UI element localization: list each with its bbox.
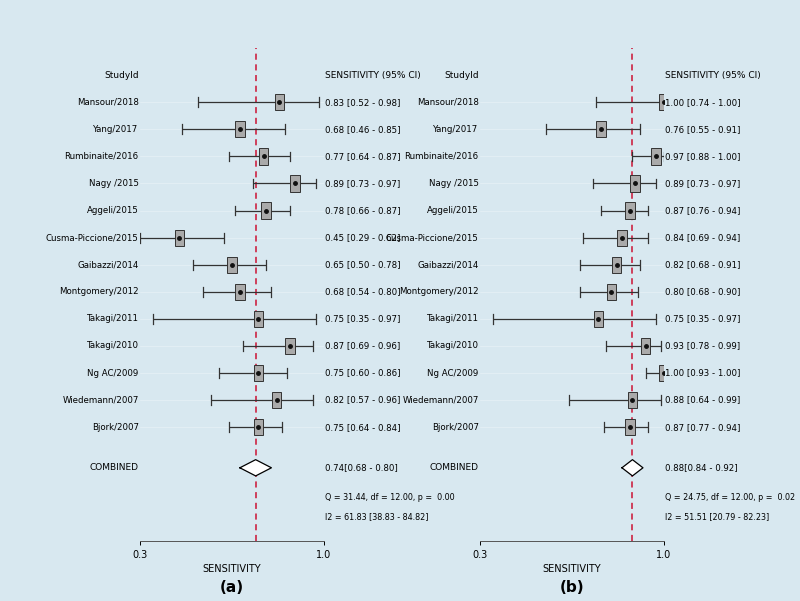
Text: 0.87 [0.76 - 0.94]: 0.87 [0.76 - 0.94] [666,206,741,215]
Polygon shape [240,460,271,476]
Text: Takagi/2011: Takagi/2011 [426,314,478,323]
Text: 1.00 [0.74 - 1.00]: 1.00 [0.74 - 1.00] [666,98,741,107]
Text: Gaibazzi/2014: Gaibazzi/2014 [78,260,138,269]
Text: 0.75 [0.60 - 0.86]: 0.75 [0.60 - 0.86] [326,368,401,377]
Text: Ng AC/2009: Ng AC/2009 [427,368,478,377]
Text: Takagi/2010: Takagi/2010 [86,341,138,350]
Text: 0.82 [0.68 - 0.91]: 0.82 [0.68 - 0.91] [666,260,741,269]
Bar [235,284,245,300]
Text: Wiedemann/2007: Wiedemann/2007 [62,395,138,404]
Bar [659,365,669,381]
Text: Mansour/2018: Mansour/2018 [417,98,478,107]
Bar [254,419,263,435]
Bar [262,203,271,219]
X-axis label: SENSITIVITY: SENSITIVITY [542,564,602,574]
Text: Nagy /2015: Nagy /2015 [429,179,478,188]
Bar [235,121,245,138]
Bar [259,148,268,165]
Bar [641,338,650,354]
Bar [606,284,616,300]
Bar [227,257,237,273]
Text: Wiedemann/2007: Wiedemann/2007 [402,395,478,404]
Text: Rumbinaite/2016: Rumbinaite/2016 [405,152,478,161]
Text: COMBINED: COMBINED [430,463,478,472]
Bar [285,338,294,354]
Text: COMBINED: COMBINED [90,463,138,472]
Text: (b): (b) [560,580,584,595]
Text: 0.78 [0.66 - 0.87]: 0.78 [0.66 - 0.87] [326,206,401,215]
Text: Ng AC/2009: Ng AC/2009 [87,368,138,377]
Text: SENSITIVITY (95% CI): SENSITIVITY (95% CI) [666,71,761,80]
Text: Q = 24.75, df = 12.00, p =  0.02: Q = 24.75, df = 12.00, p = 0.02 [666,493,795,502]
Text: 0.88[0.84 - 0.92]: 0.88[0.84 - 0.92] [666,463,738,472]
Bar [290,175,300,192]
Text: Montgomery/2012: Montgomery/2012 [59,287,138,296]
Bar [618,230,626,246]
Bar [254,311,263,327]
Text: 0.76 [0.55 - 0.91]: 0.76 [0.55 - 0.91] [666,125,741,134]
Text: 0.83 [0.52 - 0.98]: 0.83 [0.52 - 0.98] [326,98,401,107]
Bar [254,365,263,381]
Text: 0.87 [0.77 - 0.94]: 0.87 [0.77 - 0.94] [666,423,741,432]
Text: 0.88 [0.64 - 0.99]: 0.88 [0.64 - 0.99] [666,395,741,404]
Bar [612,257,622,273]
Bar [596,121,606,138]
Text: SENSITIVITY (95% CI): SENSITIVITY (95% CI) [326,71,421,80]
Text: 1.00 [0.93 - 1.00]: 1.00 [0.93 - 1.00] [666,368,741,377]
Text: Montgomery/2012: Montgomery/2012 [399,287,478,296]
Bar [625,419,634,435]
Bar [651,148,661,165]
Text: 0.89 [0.73 - 0.97]: 0.89 [0.73 - 0.97] [326,179,401,188]
Text: Takagi/2011: Takagi/2011 [86,314,138,323]
Text: 0.75 [0.35 - 0.97]: 0.75 [0.35 - 0.97] [326,314,401,323]
Text: Q = 31.44, df = 12.00, p =  0.00: Q = 31.44, df = 12.00, p = 0.00 [326,493,455,502]
Text: 0.84 [0.69 - 0.94]: 0.84 [0.69 - 0.94] [666,233,741,242]
Text: 0.65 [0.50 - 0.78]: 0.65 [0.50 - 0.78] [326,260,401,269]
Text: 0.75 [0.35 - 0.97]: 0.75 [0.35 - 0.97] [666,314,741,323]
Text: 0.82 [0.57 - 0.96]: 0.82 [0.57 - 0.96] [326,395,401,404]
Bar [594,311,603,327]
Bar [625,203,634,219]
Text: 0.68 [0.46 - 0.85]: 0.68 [0.46 - 0.85] [326,125,401,134]
Text: Gaibazzi/2014: Gaibazzi/2014 [418,260,478,269]
Text: Mansour/2018: Mansour/2018 [77,98,138,107]
Text: 0.45 [0.29 - 0.62]: 0.45 [0.29 - 0.62] [326,233,401,242]
Bar [274,94,284,111]
Text: 0.97 [0.88 - 1.00]: 0.97 [0.88 - 1.00] [666,152,741,161]
Text: (a): (a) [220,580,244,595]
Text: Bjork/2007: Bjork/2007 [92,423,138,432]
Text: Rumbinaite/2016: Rumbinaite/2016 [65,152,138,161]
Text: Cusma-Piccione/2015: Cusma-Piccione/2015 [46,233,138,242]
Text: Aggeli/2015: Aggeli/2015 [87,206,138,215]
Text: 0.77 [0.64 - 0.87]: 0.77 [0.64 - 0.87] [326,152,401,161]
Text: Yang/2017: Yang/2017 [434,125,478,134]
Text: StudyId: StudyId [444,71,478,80]
Text: 0.80 [0.68 - 0.90]: 0.80 [0.68 - 0.90] [666,287,741,296]
Text: 0.75 [0.64 - 0.84]: 0.75 [0.64 - 0.84] [326,423,401,432]
Text: 0.93 [0.78 - 0.99]: 0.93 [0.78 - 0.99] [666,341,741,350]
Bar [659,94,669,111]
Text: StudyId: StudyId [104,71,138,80]
Text: 0.74[0.68 - 0.80]: 0.74[0.68 - 0.80] [326,463,398,472]
Text: Takagi/2010: Takagi/2010 [426,341,478,350]
Text: 0.87 [0.69 - 0.96]: 0.87 [0.69 - 0.96] [326,341,401,350]
X-axis label: SENSITIVITY: SENSITIVITY [202,564,262,574]
Text: Nagy /2015: Nagy /2015 [89,179,138,188]
Text: Cusma-Piccione/2015: Cusma-Piccione/2015 [386,233,478,242]
Bar [630,175,640,192]
Bar [628,392,637,408]
Text: Yang/2017: Yang/2017 [94,125,138,134]
Text: Bjork/2007: Bjork/2007 [432,423,478,432]
Bar [174,230,184,246]
Text: I2 = 61.83 [38.83 - 84.82]: I2 = 61.83 [38.83 - 84.82] [326,512,429,521]
Text: I2 = 51.51 [20.79 - 82.23]: I2 = 51.51 [20.79 - 82.23] [666,512,770,521]
Text: 0.89 [0.73 - 0.97]: 0.89 [0.73 - 0.97] [666,179,741,188]
Text: Aggeli/2015: Aggeli/2015 [427,206,478,215]
Polygon shape [622,460,643,476]
Bar [272,392,282,408]
Text: 0.68 [0.54 - 0.80]: 0.68 [0.54 - 0.80] [326,287,401,296]
